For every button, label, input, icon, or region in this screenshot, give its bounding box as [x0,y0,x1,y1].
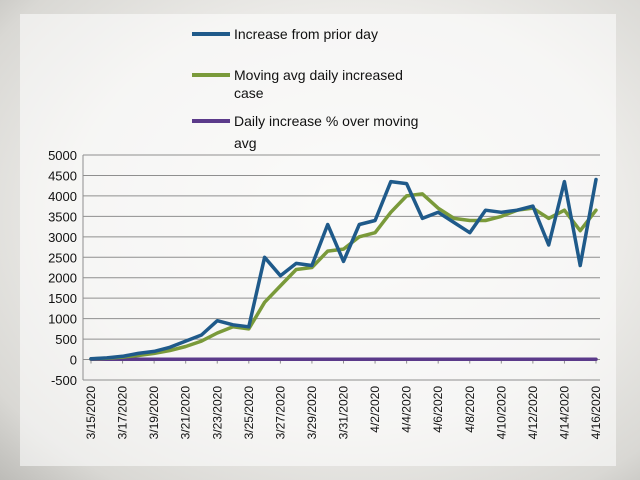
legend-label-increase: Increase from prior day [234,26,378,42]
legend-label-moving-avg: Moving avg daily increased case [234,67,407,101]
legend-label-daily-pct-line1: Daily increase % over moving [234,113,418,129]
x-tick-label: 3/29/2020 [305,386,319,440]
x-tick-label: 4/14/2020 [557,386,571,440]
legend-item-moving-avg: Moving avg daily increased case [192,67,407,101]
x-tick-label: 4/4/2020 [400,386,414,433]
y-tick-label: 1500 [48,291,77,306]
x-tick-label: 3/17/2020 [116,386,130,440]
y-tick-label: -500 [51,373,77,388]
y-axis-ticks: 5000450040003500300025002000150010005000… [48,148,77,388]
y-tick-label: 500 [55,332,77,347]
y-tick-label: 4500 [48,168,77,183]
x-axis-ticks: 3/15/2020 3/17/2020 3/19/2020 3/21/2020 3/23… [84,359,603,440]
legend: Increase from prior day Moving avg daily… [192,26,422,151]
legend-label-moving-avg-line2: case [234,85,264,101]
legend-label-daily-pct: Daily increase % over moving avg [234,113,422,151]
y-tick-label: 3000 [48,230,77,245]
legend-item-increase: Increase from prior day [192,26,378,42]
x-tick-label: 4/2/2020 [368,386,382,433]
x-tick-label: 3/25/2020 [242,386,256,440]
x-tick-label: 3/15/2020 [84,386,98,440]
x-tick-label: 4/10/2020 [494,386,508,440]
chart-area [20,14,616,466]
x-tick-label: 3/23/2020 [210,386,224,440]
x-tick-label: 4/12/2020 [526,386,540,440]
y-tick-label: 0 [70,353,77,368]
legend-item-daily-pct: Daily increase % over moving avg [192,113,422,151]
x-tick-label: 4/6/2020 [431,386,445,433]
legend-label-moving-avg-line1: Moving avg daily increased [234,67,403,83]
series-lines [89,177,598,362]
y-tick-label: 2500 [48,250,77,265]
y-tick-label: 5000 [48,148,77,163]
x-tick-label: 3/31/2020 [337,386,351,440]
y-tick-label: 2000 [48,271,77,286]
legend-label-daily-pct-line2: avg [234,135,257,151]
x-tick-label: 3/21/2020 [179,386,193,440]
x-tick-label: 4/16/2020 [589,386,603,440]
series-increase-line [89,177,598,361]
x-tick-label: 4/8/2020 [463,386,477,433]
x-tick-label: 3/19/2020 [147,386,161,440]
y-tick-label: 1000 [48,312,77,327]
x-tick-label: 3/27/2020 [273,386,287,440]
y-tick-label: 3500 [48,209,77,224]
y-tick-label: 4000 [48,189,77,204]
